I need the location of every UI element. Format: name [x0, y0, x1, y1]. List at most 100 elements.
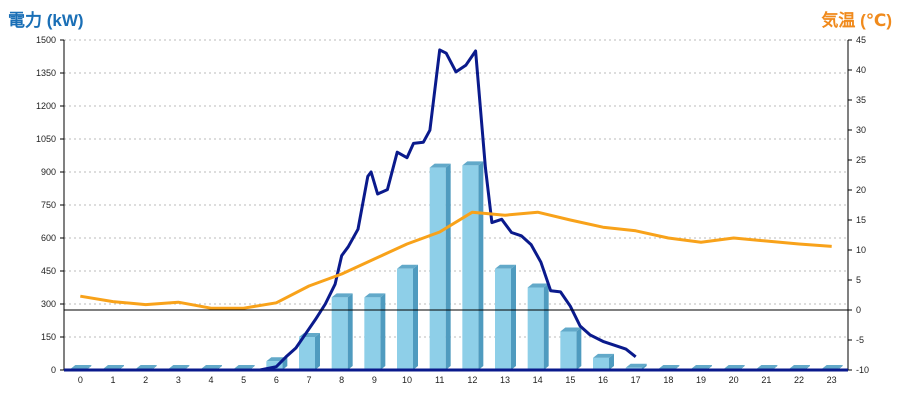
power-bar — [429, 163, 451, 370]
x-tick-label: 15 — [565, 375, 575, 385]
power-bars — [70, 161, 843, 370]
bar-top — [233, 365, 255, 369]
bar-front — [527, 287, 544, 370]
right-tick-label: 25 — [856, 155, 866, 165]
x-tick-label: 10 — [402, 375, 412, 385]
bar-side — [347, 293, 353, 370]
left-tick-label: 300 — [41, 299, 56, 309]
bar-top — [429, 163, 451, 168]
right-tick-label: 20 — [856, 185, 866, 195]
left-tick-label: 1050 — [36, 134, 56, 144]
bar-top — [789, 365, 810, 369]
bar-side — [478, 161, 484, 370]
bar-front — [462, 165, 479, 370]
x-tick-label: 2 — [143, 375, 148, 385]
x-tick-label: 5 — [241, 375, 246, 385]
bar-top — [593, 353, 614, 358]
bar-front — [397, 268, 413, 370]
x-tick-label: 16 — [598, 375, 608, 385]
x-tick-label: 0 — [78, 375, 83, 385]
power-bar — [527, 283, 549, 370]
left-tick-label: 900 — [41, 167, 56, 177]
x-tick-label: 13 — [500, 375, 510, 385]
bar-side — [641, 363, 647, 370]
left-tick-label: 450 — [41, 266, 56, 276]
x-tick-label: 17 — [631, 375, 641, 385]
right-axis-ticks: -10 -5 0 5 10 15 20 25 30 35 40 45 — [848, 35, 869, 375]
left-tick-label: 1200 — [36, 101, 56, 111]
axes — [63, 40, 849, 372]
left-tick-label: 150 — [41, 332, 56, 342]
x-tick-label: 1 — [110, 375, 115, 385]
bar-top — [756, 365, 778, 369]
right-axis-title: 気温 (℃) — [821, 11, 892, 30]
bar-front — [299, 337, 315, 370]
series-lines — [80, 48, 832, 372]
bar-front — [364, 297, 381, 370]
bar-front — [429, 167, 446, 370]
bar-top — [723, 365, 745, 369]
right-tick-label: 35 — [856, 95, 866, 105]
bar-top — [364, 293, 386, 298]
x-tick-label: 4 — [208, 375, 213, 385]
left-tick-label: 750 — [41, 200, 56, 210]
x-tick-label: 12 — [467, 375, 477, 385]
bar-side — [609, 353, 614, 370]
left-axis-title: 電力 (kW) — [8, 11, 84, 30]
x-tick-label: 7 — [306, 375, 311, 385]
bar-top — [331, 293, 353, 298]
right-tick-label: 45 — [856, 35, 866, 45]
bar-side — [576, 327, 582, 370]
bar-top — [70, 365, 92, 369]
right-tick-label: 5 — [856, 275, 861, 285]
x-tick-label: 8 — [339, 375, 344, 385]
x-axis-ticks: 0 1 2 3 4 5 6 7 8 9 10 11 12 13 14 15 16 17 18 19 20 21 22 23 — [78, 375, 837, 385]
right-tick-label: -10 — [856, 365, 869, 375]
bar-top — [527, 283, 549, 288]
bar-top — [658, 365, 680, 369]
bar-top — [462, 161, 484, 166]
bar-top — [691, 365, 712, 369]
bar-front — [331, 297, 348, 370]
x-tick-label: 21 — [761, 375, 771, 385]
left-tick-label: 1500 — [36, 35, 56, 45]
bar-side — [543, 283, 549, 370]
bar-top — [495, 264, 516, 269]
x-tick-label: 11 — [435, 375, 444, 385]
left-axis-ticks: 0 150 300 450 600 750 900 1050 1200 1350 1500 — [36, 35, 64, 375]
x-tick-label: 22 — [794, 375, 804, 385]
power-bar — [364, 293, 386, 370]
bar-top — [625, 363, 647, 368]
bar-top — [201, 365, 222, 369]
right-tick-label: -5 — [856, 335, 864, 345]
left-tick-label: 0 — [51, 365, 56, 375]
power-bar — [495, 264, 516, 370]
bar-side — [380, 293, 386, 370]
bar-front — [560, 331, 577, 370]
power-line — [259, 48, 637, 372]
bar-top — [560, 327, 582, 332]
x-tick-label: 14 — [533, 375, 543, 385]
bar-front — [495, 268, 511, 370]
power-bar — [397, 264, 418, 370]
temperature-line — [80, 210, 832, 310]
x-tick-label: 9 — [372, 375, 377, 385]
x-tick-label: 3 — [176, 375, 181, 385]
bar-top — [135, 365, 157, 369]
right-tick-label: 15 — [856, 215, 866, 225]
bar-top — [168, 365, 190, 369]
right-tick-label: 40 — [856, 65, 866, 75]
left-tick-label: 1350 — [36, 68, 56, 78]
bar-side — [511, 264, 516, 370]
bar-side — [445, 163, 451, 370]
bar-side — [413, 264, 418, 370]
bar-top — [397, 264, 418, 269]
x-tick-label: 20 — [729, 375, 739, 385]
x-tick-label: 18 — [663, 375, 673, 385]
power-bar — [593, 353, 614, 370]
bar-side — [315, 333, 320, 370]
bar-top — [103, 365, 124, 369]
gridlines — [64, 39, 848, 338]
right-tick-label: 30 — [856, 125, 866, 135]
